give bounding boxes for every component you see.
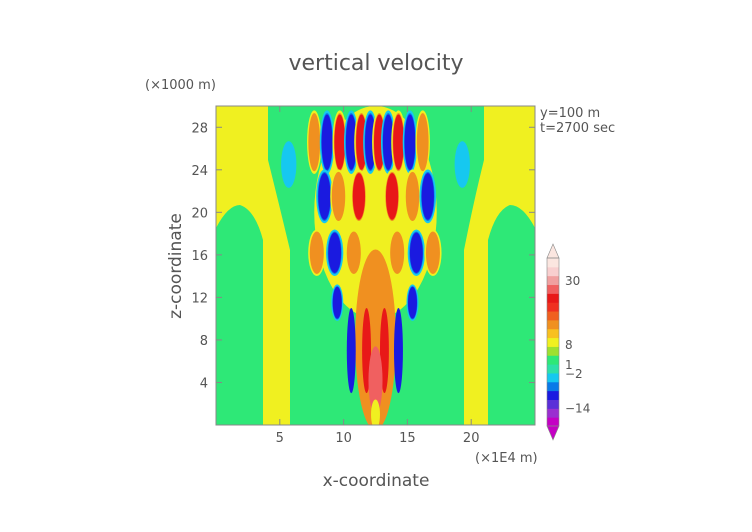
colorbar-label: −2 [565,367,583,381]
annotation-depth: y=100 m [540,106,600,121]
colorbar-swatch [547,417,559,427]
cell-mid-3 [385,172,399,220]
y-tick-label: 20 [191,206,208,221]
colorbar-swatch [547,311,559,321]
cell-mid-0 [318,172,331,220]
core-base [371,399,380,425]
colorbar-swatch [547,381,559,392]
plume [281,106,470,425]
right-band [464,106,535,425]
annotation-time: t=2700 sec [540,121,615,136]
x-axis: 5 10 15 20 [276,106,480,446]
colorbar-swatch [547,372,559,383]
cell-low-0 [310,232,324,273]
colorbar-swatch [547,328,559,339]
x-tick-label: 5 [276,431,284,446]
chart-title: vertical velocity [288,51,463,76]
y-axis-label: z-coordinate [166,213,186,319]
x-tick-label: 20 [463,431,480,446]
colorbar-label: −14 [565,402,590,416]
colorbar-swatch [547,266,559,277]
colorbar-swatch [547,364,559,374]
x-axis-label: x-coordinate [323,471,430,491]
colorbar-bottom-arrow [546,425,560,441]
cell-low-2 [347,232,361,273]
colorbar-label: 8 [565,338,573,352]
y-unit-label: (×1000 m) [145,78,216,93]
colorbar-swatch [547,408,559,418]
y-tick-label: 28 [191,121,208,136]
cell-mid-4 [406,172,419,220]
colorbar-swatch [547,399,559,409]
colorbar-swatch [547,337,559,347]
plot-frame [215,105,536,426]
colorbar-swatch [547,390,559,400]
plot-area [216,106,535,425]
colorbar-frame [546,257,560,427]
colorbar-swatch [547,258,559,268]
core-streak-0 [346,308,356,394]
cell-low-4 [409,232,423,273]
y-axis: 4 8 12 16 20 24 28 [191,121,535,391]
colorbar-swatch [547,346,559,356]
y-tick-label: 4 [200,376,208,391]
x-tick-label: 15 [399,431,416,446]
cell-mid-5 [421,172,434,220]
colorbar: 30 8 1−2 −14 [546,243,590,441]
cell-top-1 [321,114,333,170]
cell-top-10 [417,114,429,170]
cell-low-5 [426,232,440,273]
cell-top-7 [382,114,394,170]
colorbar-swatch [547,293,559,303]
cell-top-8 [393,114,404,170]
cell-mid-2 [352,172,366,220]
x-tick-label: 10 [335,431,352,446]
left-band [216,106,290,425]
colorbar-label: 1 [565,358,573,372]
cell-outer-right [454,141,470,188]
core-center [368,346,383,415]
colorbar-swatch [547,355,559,365]
colorbar-label: 30 [565,274,580,288]
cell-low-1 [328,232,342,273]
cell-top-2 [334,114,346,170]
x-unit-label: (×1E4 m) [475,451,538,466]
cell-outer-left [281,141,297,188]
y-tick-label: 24 [191,164,208,179]
colorbar-swatch [547,284,559,294]
colorbar-swatch [547,275,559,286]
colorbar-top-arrow [546,243,560,259]
cell-mid-1 [332,172,345,220]
y-tick-label: 16 [191,249,208,264]
cell-col-0 [332,286,342,319]
cell-low-3 [390,232,404,273]
cell-top-0 [308,114,320,170]
cell-top-3 [345,114,357,170]
core-streak-3 [394,308,403,394]
y-tick-label: 8 [200,334,208,349]
colorbar-swatch [547,319,559,330]
cell-top-9 [404,114,416,170]
colorbar-swatch [547,302,559,312]
y-tick-label: 12 [191,291,208,306]
cell-col-3 [408,286,417,319]
